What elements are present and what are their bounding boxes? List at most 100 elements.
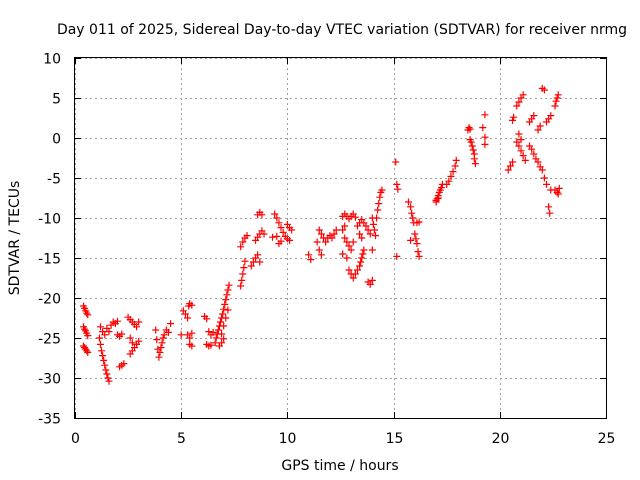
data-point: [103, 370, 111, 378]
data-point: [413, 240, 421, 248]
data-point: [364, 226, 372, 234]
data-point: [546, 209, 554, 217]
data-point: [247, 262, 255, 270]
data-point: [481, 133, 489, 141]
data-point: [120, 360, 128, 368]
data-point: [415, 218, 423, 226]
data-point: [366, 230, 374, 238]
data-point: [224, 286, 232, 294]
y-tick-label: -35: [38, 412, 61, 428]
data-point: [393, 180, 401, 188]
data-point: [366, 280, 374, 288]
data-point: [479, 124, 487, 132]
data-point: [358, 234, 366, 242]
data-point: [155, 353, 163, 361]
data-point: [345, 266, 353, 274]
y-axis-label: SDTVAR / TECUs: [7, 181, 23, 296]
data-point: [105, 328, 113, 336]
data-point: [84, 332, 92, 340]
data-point: [515, 142, 523, 150]
data-point: [258, 211, 266, 219]
data-point: [211, 339, 219, 347]
data-point: [356, 230, 364, 238]
data-point: [504, 166, 512, 174]
data-point: [358, 254, 366, 262]
data-point: [159, 334, 167, 342]
data-point: [368, 276, 376, 284]
data-point: [256, 258, 264, 266]
data-point: [84, 348, 92, 356]
data-point: [515, 130, 523, 138]
data-point: [414, 248, 422, 256]
data-point: [545, 203, 553, 211]
data-point: [351, 270, 359, 278]
data-point: [536, 122, 544, 130]
data-point: [269, 233, 277, 241]
data-point: [411, 230, 419, 238]
data-point: [449, 168, 457, 176]
data-point: [188, 329, 196, 337]
data-point: [95, 334, 103, 342]
data-point: [515, 98, 523, 106]
data-point: [543, 180, 551, 188]
data-point: [341, 222, 349, 230]
data-point: [254, 251, 262, 259]
data-point: [534, 158, 542, 166]
data-point: [547, 112, 555, 120]
grid-lines: [75, 58, 607, 419]
data-point: [220, 322, 228, 330]
data-point: [530, 150, 538, 158]
data-point: [353, 266, 361, 274]
data-point: [305, 251, 313, 259]
chart-title: Day 011 of 2025, Sidereal Day-to-day VTE…: [57, 22, 627, 38]
data-point: [153, 336, 161, 344]
data-point: [407, 236, 415, 244]
data-point: [237, 243, 245, 251]
data-point: [240, 264, 248, 272]
data-point: [100, 356, 108, 364]
data-point: [118, 330, 126, 338]
data-point: [260, 230, 268, 238]
data-point: [357, 258, 365, 266]
data-point: [271, 210, 279, 218]
data-point: [160, 331, 168, 339]
data-point: [471, 160, 479, 168]
data-point: [286, 236, 294, 244]
y-tick-label: -20: [38, 292, 61, 308]
data-point: [540, 86, 548, 94]
axis-ticks: 0 5 10 15 20 25 10 5 0 -5 -10 -15 -20 -25 -30 -35: [38, 52, 615, 448]
data-point: [372, 232, 380, 240]
data-point: [394, 185, 402, 193]
data-point: [203, 315, 211, 323]
data-point: [373, 214, 381, 222]
data-point: [98, 347, 106, 355]
data-points: [79, 84, 563, 385]
data-point: [553, 188, 561, 196]
data-point: [96, 340, 104, 348]
data-point: [275, 219, 283, 227]
data-point: [374, 206, 382, 214]
data-point: [223, 291, 231, 299]
data-point: [188, 342, 196, 350]
data-point: [332, 226, 340, 234]
data-point: [156, 348, 164, 356]
data-point: [101, 331, 109, 339]
data-point: [273, 214, 281, 222]
data-point: [349, 274, 357, 282]
data-point: [341, 234, 349, 242]
data-point: [328, 234, 336, 242]
data-point: [81, 325, 89, 333]
x-tick-label: 0: [71, 431, 80, 447]
data-point: [133, 323, 141, 331]
data-point: [345, 242, 353, 250]
y-tick-label: -10: [38, 212, 61, 228]
data-point: [540, 174, 548, 182]
data-point: [452, 156, 460, 164]
x-tick-label: 20: [492, 431, 510, 447]
data-point: [216, 318, 224, 326]
data-point: [157, 344, 165, 352]
data-point: [517, 147, 525, 155]
x-tick-label: 5: [177, 431, 186, 447]
data-point: [517, 136, 525, 144]
data-point: [239, 270, 247, 278]
